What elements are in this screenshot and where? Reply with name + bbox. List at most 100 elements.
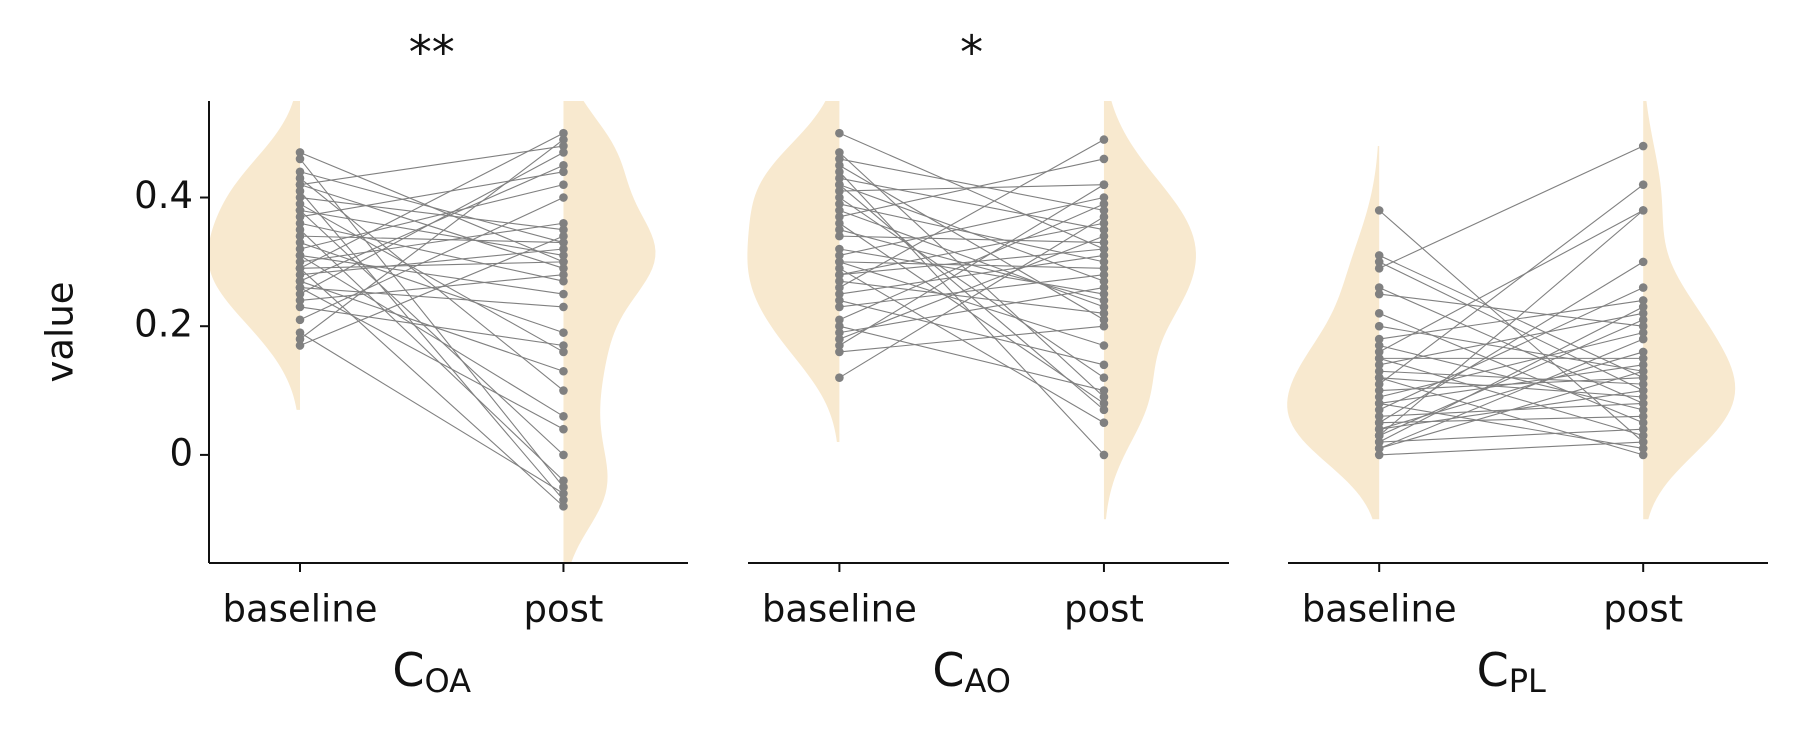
pair-line xyxy=(299,287,564,430)
pair-line xyxy=(1379,332,1644,398)
pair-line xyxy=(839,261,1105,347)
violin xyxy=(563,101,656,563)
point xyxy=(559,128,568,138)
x-axis-label-sub: OA xyxy=(425,662,472,700)
point xyxy=(559,341,568,350)
point xyxy=(559,270,568,280)
pair-line xyxy=(1378,287,1644,404)
pair-line xyxy=(299,254,564,295)
violin xyxy=(1643,101,1736,520)
point xyxy=(1099,418,1109,428)
point xyxy=(1638,283,1648,292)
pair-line xyxy=(1379,428,1644,443)
y-axis-label: value xyxy=(39,281,82,382)
point xyxy=(1638,321,1648,331)
x-tick-label: baseline xyxy=(223,588,378,631)
point xyxy=(1099,199,1109,209)
x-tick-label: post xyxy=(1603,588,1683,631)
pair-line xyxy=(839,254,1105,295)
point xyxy=(1099,276,1109,286)
point xyxy=(1099,392,1109,402)
point xyxy=(1374,418,1384,428)
pair-line xyxy=(299,158,564,488)
pair-line xyxy=(299,171,564,244)
pair-line xyxy=(839,287,1105,334)
point xyxy=(1099,360,1109,370)
point xyxy=(559,141,568,151)
point xyxy=(1099,218,1109,228)
point xyxy=(1638,141,1648,151)
point xyxy=(1638,373,1648,382)
pair-line xyxy=(299,139,564,340)
pair-line xyxy=(299,222,564,263)
x-axis-label: CAO xyxy=(932,643,1011,701)
point xyxy=(1638,418,1648,428)
pair-line xyxy=(839,299,1105,366)
point xyxy=(295,296,305,305)
point xyxy=(559,386,568,395)
point xyxy=(1099,263,1109,273)
pair-line xyxy=(299,177,564,391)
pair-line xyxy=(1378,338,1644,449)
point xyxy=(1099,296,1109,305)
point xyxy=(559,218,568,228)
point xyxy=(835,263,844,273)
x-tick-label: baseline xyxy=(1302,588,1457,631)
panel: baseline post * CAO xyxy=(747,26,1229,701)
point xyxy=(1374,444,1384,453)
point xyxy=(1374,399,1384,408)
point xyxy=(559,289,568,299)
point xyxy=(835,148,844,157)
point xyxy=(1374,334,1384,344)
x-axis-label: CPL xyxy=(1477,643,1546,701)
point xyxy=(1638,257,1648,267)
point xyxy=(835,283,844,292)
pair-line xyxy=(1378,209,1644,353)
point xyxy=(295,328,305,337)
point xyxy=(559,231,568,241)
pair-line xyxy=(1378,306,1644,443)
point xyxy=(1374,405,1384,415)
point xyxy=(295,206,305,215)
point xyxy=(1099,244,1109,254)
pair-line xyxy=(299,306,564,347)
point xyxy=(835,347,844,357)
point xyxy=(1374,373,1384,382)
pair-line xyxy=(839,132,1105,250)
pair-line xyxy=(1379,364,1644,404)
point xyxy=(1099,180,1109,189)
point xyxy=(1638,450,1648,460)
pair-line xyxy=(1379,402,1644,450)
point xyxy=(295,167,305,177)
pair-line xyxy=(299,261,564,269)
point xyxy=(1374,283,1384,292)
point xyxy=(559,148,568,157)
pair-line xyxy=(299,229,564,482)
point xyxy=(559,411,568,421)
pair-line xyxy=(299,151,564,295)
point xyxy=(1374,450,1384,460)
point xyxy=(835,289,844,299)
point xyxy=(835,218,844,228)
pair-line xyxy=(1379,370,1644,449)
point xyxy=(559,244,568,254)
pair-line xyxy=(839,177,1105,231)
point xyxy=(295,289,305,299)
pair-line xyxy=(839,325,1105,392)
point xyxy=(835,161,844,170)
point xyxy=(1638,315,1648,325)
x-axis-label: COA xyxy=(392,643,471,701)
pair-line xyxy=(839,325,1104,353)
pair-line xyxy=(839,139,1105,289)
point xyxy=(559,328,568,337)
point xyxy=(1099,321,1109,331)
point xyxy=(559,302,568,312)
pair-line xyxy=(1379,299,1644,340)
point xyxy=(559,167,568,177)
point xyxy=(295,283,305,292)
point xyxy=(295,154,305,164)
pair-line xyxy=(299,197,564,321)
point xyxy=(1099,302,1109,312)
point xyxy=(295,315,305,325)
point xyxy=(1099,257,1109,267)
